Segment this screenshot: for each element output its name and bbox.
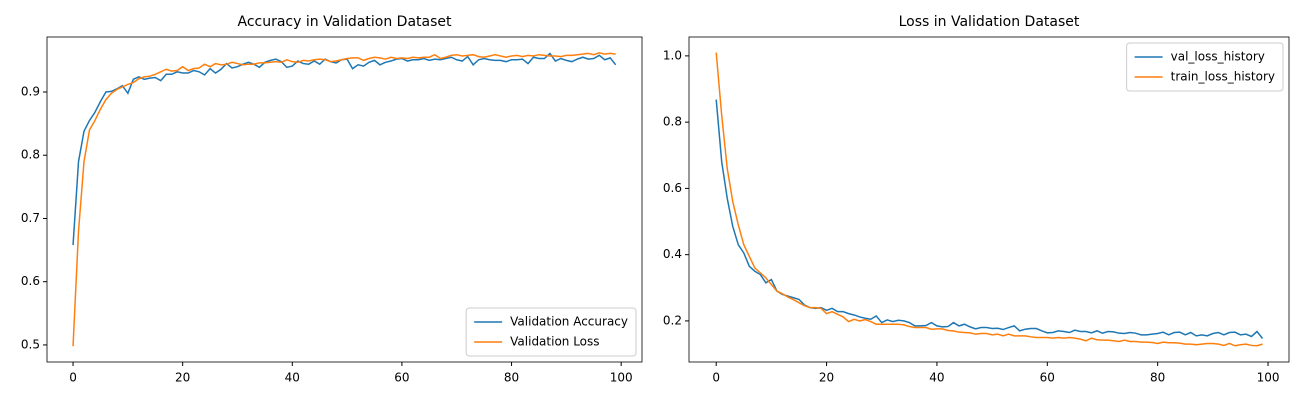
x-tick-label: 60 [394, 371, 409, 385]
y-tick-label: 0.7 [21, 211, 40, 225]
legend-box [465, 307, 637, 357]
x-tick-label: 20 [819, 371, 834, 385]
y-tick-label: 1.0 [663, 48, 682, 62]
y-tick-label: 0.9 [21, 85, 40, 99]
x-tick-label: 80 [1150, 371, 1165, 385]
plot-frame [688, 36, 1290, 363]
legend-box [1126, 42, 1284, 92]
legend-label: Validation Loss [510, 335, 599, 349]
chart-title: Loss in Validation Dataset [899, 14, 1080, 30]
series-line [715, 52, 1263, 347]
x-tick-label: 0 [69, 371, 77, 385]
series-line [72, 52, 616, 347]
legend-label: Validation Accuracy [510, 315, 628, 329]
series-line [72, 52, 617, 246]
x-tick-label: 0 [712, 371, 720, 385]
y-tick-label: 0.6 [663, 181, 682, 195]
legend: val_loss_history train_loss_history [1126, 42, 1284, 92]
x-tick-label: 80 [504, 371, 519, 385]
y-tick-label: 0.4 [663, 247, 682, 261]
x-tick-label: 20 [175, 371, 190, 385]
x-tick-label: 40 [285, 371, 300, 385]
y-tick-label: 0.2 [663, 313, 682, 327]
y-tick-label: 0.8 [663, 115, 682, 129]
x-tick-label: 40 [929, 371, 944, 385]
legend-label: train_loss_history [1171, 70, 1275, 84]
y-tick-label: 0.8 [21, 148, 40, 162]
y-tick-label: 0.6 [21, 274, 40, 288]
y-tick-label: 0.5 [21, 337, 40, 351]
plot-frame [46, 36, 643, 363]
legend: Validation Accuracy Validation Loss [465, 307, 637, 357]
x-tick-label: 100 [1257, 371, 1280, 385]
legend-label: val_loss_history [1171, 50, 1265, 64]
x-tick-label: 100 [610, 371, 633, 385]
x-tick-label: 60 [1040, 371, 1055, 385]
chart-title: Accuracy in Validation Dataset [238, 14, 452, 30]
